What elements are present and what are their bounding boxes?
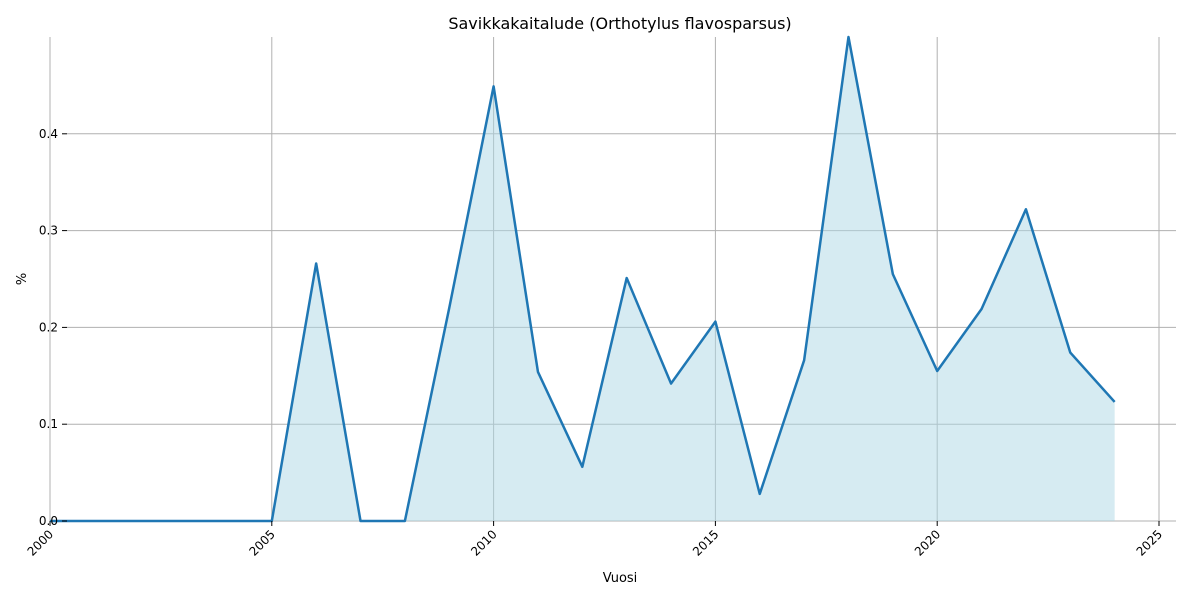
y-tick-label: 0.1	[39, 417, 58, 431]
data-point	[802, 358, 806, 362]
y-ticks: 0.0 0.1 0.2 0.3 0.4	[39, 127, 67, 528]
data-point	[314, 262, 318, 266]
data-point	[713, 320, 717, 324]
data-point	[48, 519, 52, 523]
data-point	[447, 306, 451, 310]
y-axis-label: %	[15, 273, 30, 285]
data-point	[181, 519, 185, 523]
series-line	[50, 35, 1116, 523]
y-tick-label: 0.4	[39, 127, 58, 141]
data-point	[270, 519, 274, 523]
x-tick-label: 2005	[246, 527, 277, 558]
x-axis-label: Vuosi	[603, 571, 638, 586]
data-point	[935, 369, 939, 373]
x-tick-label: 2020	[912, 527, 943, 558]
data-point	[625, 276, 629, 280]
data-point	[92, 519, 96, 523]
data-point	[669, 382, 673, 386]
data-point	[137, 519, 141, 523]
data-point	[359, 519, 363, 523]
x-tick-label: 2000	[25, 527, 56, 558]
data-point	[403, 519, 407, 523]
x-tick-label: 2015	[690, 527, 721, 558]
y-tick-label: 0.0	[39, 514, 58, 528]
data-point	[758, 492, 762, 496]
x-tick-label: 2010	[468, 527, 499, 558]
y-tick-label: 0.2	[39, 320, 58, 334]
data-point	[580, 465, 584, 469]
chart-title: Savikkakaitalude (Orthotylus flavosparsu…	[448, 14, 791, 33]
x-ticks: 2000 2005 2010 2015 2020 2025	[25, 521, 1165, 559]
data-point	[225, 519, 229, 523]
data-point	[891, 272, 895, 276]
data-point	[536, 370, 540, 374]
data-point	[980, 307, 984, 311]
data-point	[1113, 400, 1117, 404]
data-point	[846, 35, 850, 39]
series-area	[50, 37, 1115, 521]
data-point	[1068, 351, 1072, 355]
data-point	[492, 84, 496, 88]
y-tick-label: 0.3	[39, 224, 58, 238]
x-tick-label: 2025	[1134, 527, 1165, 558]
data-point	[1024, 207, 1028, 211]
